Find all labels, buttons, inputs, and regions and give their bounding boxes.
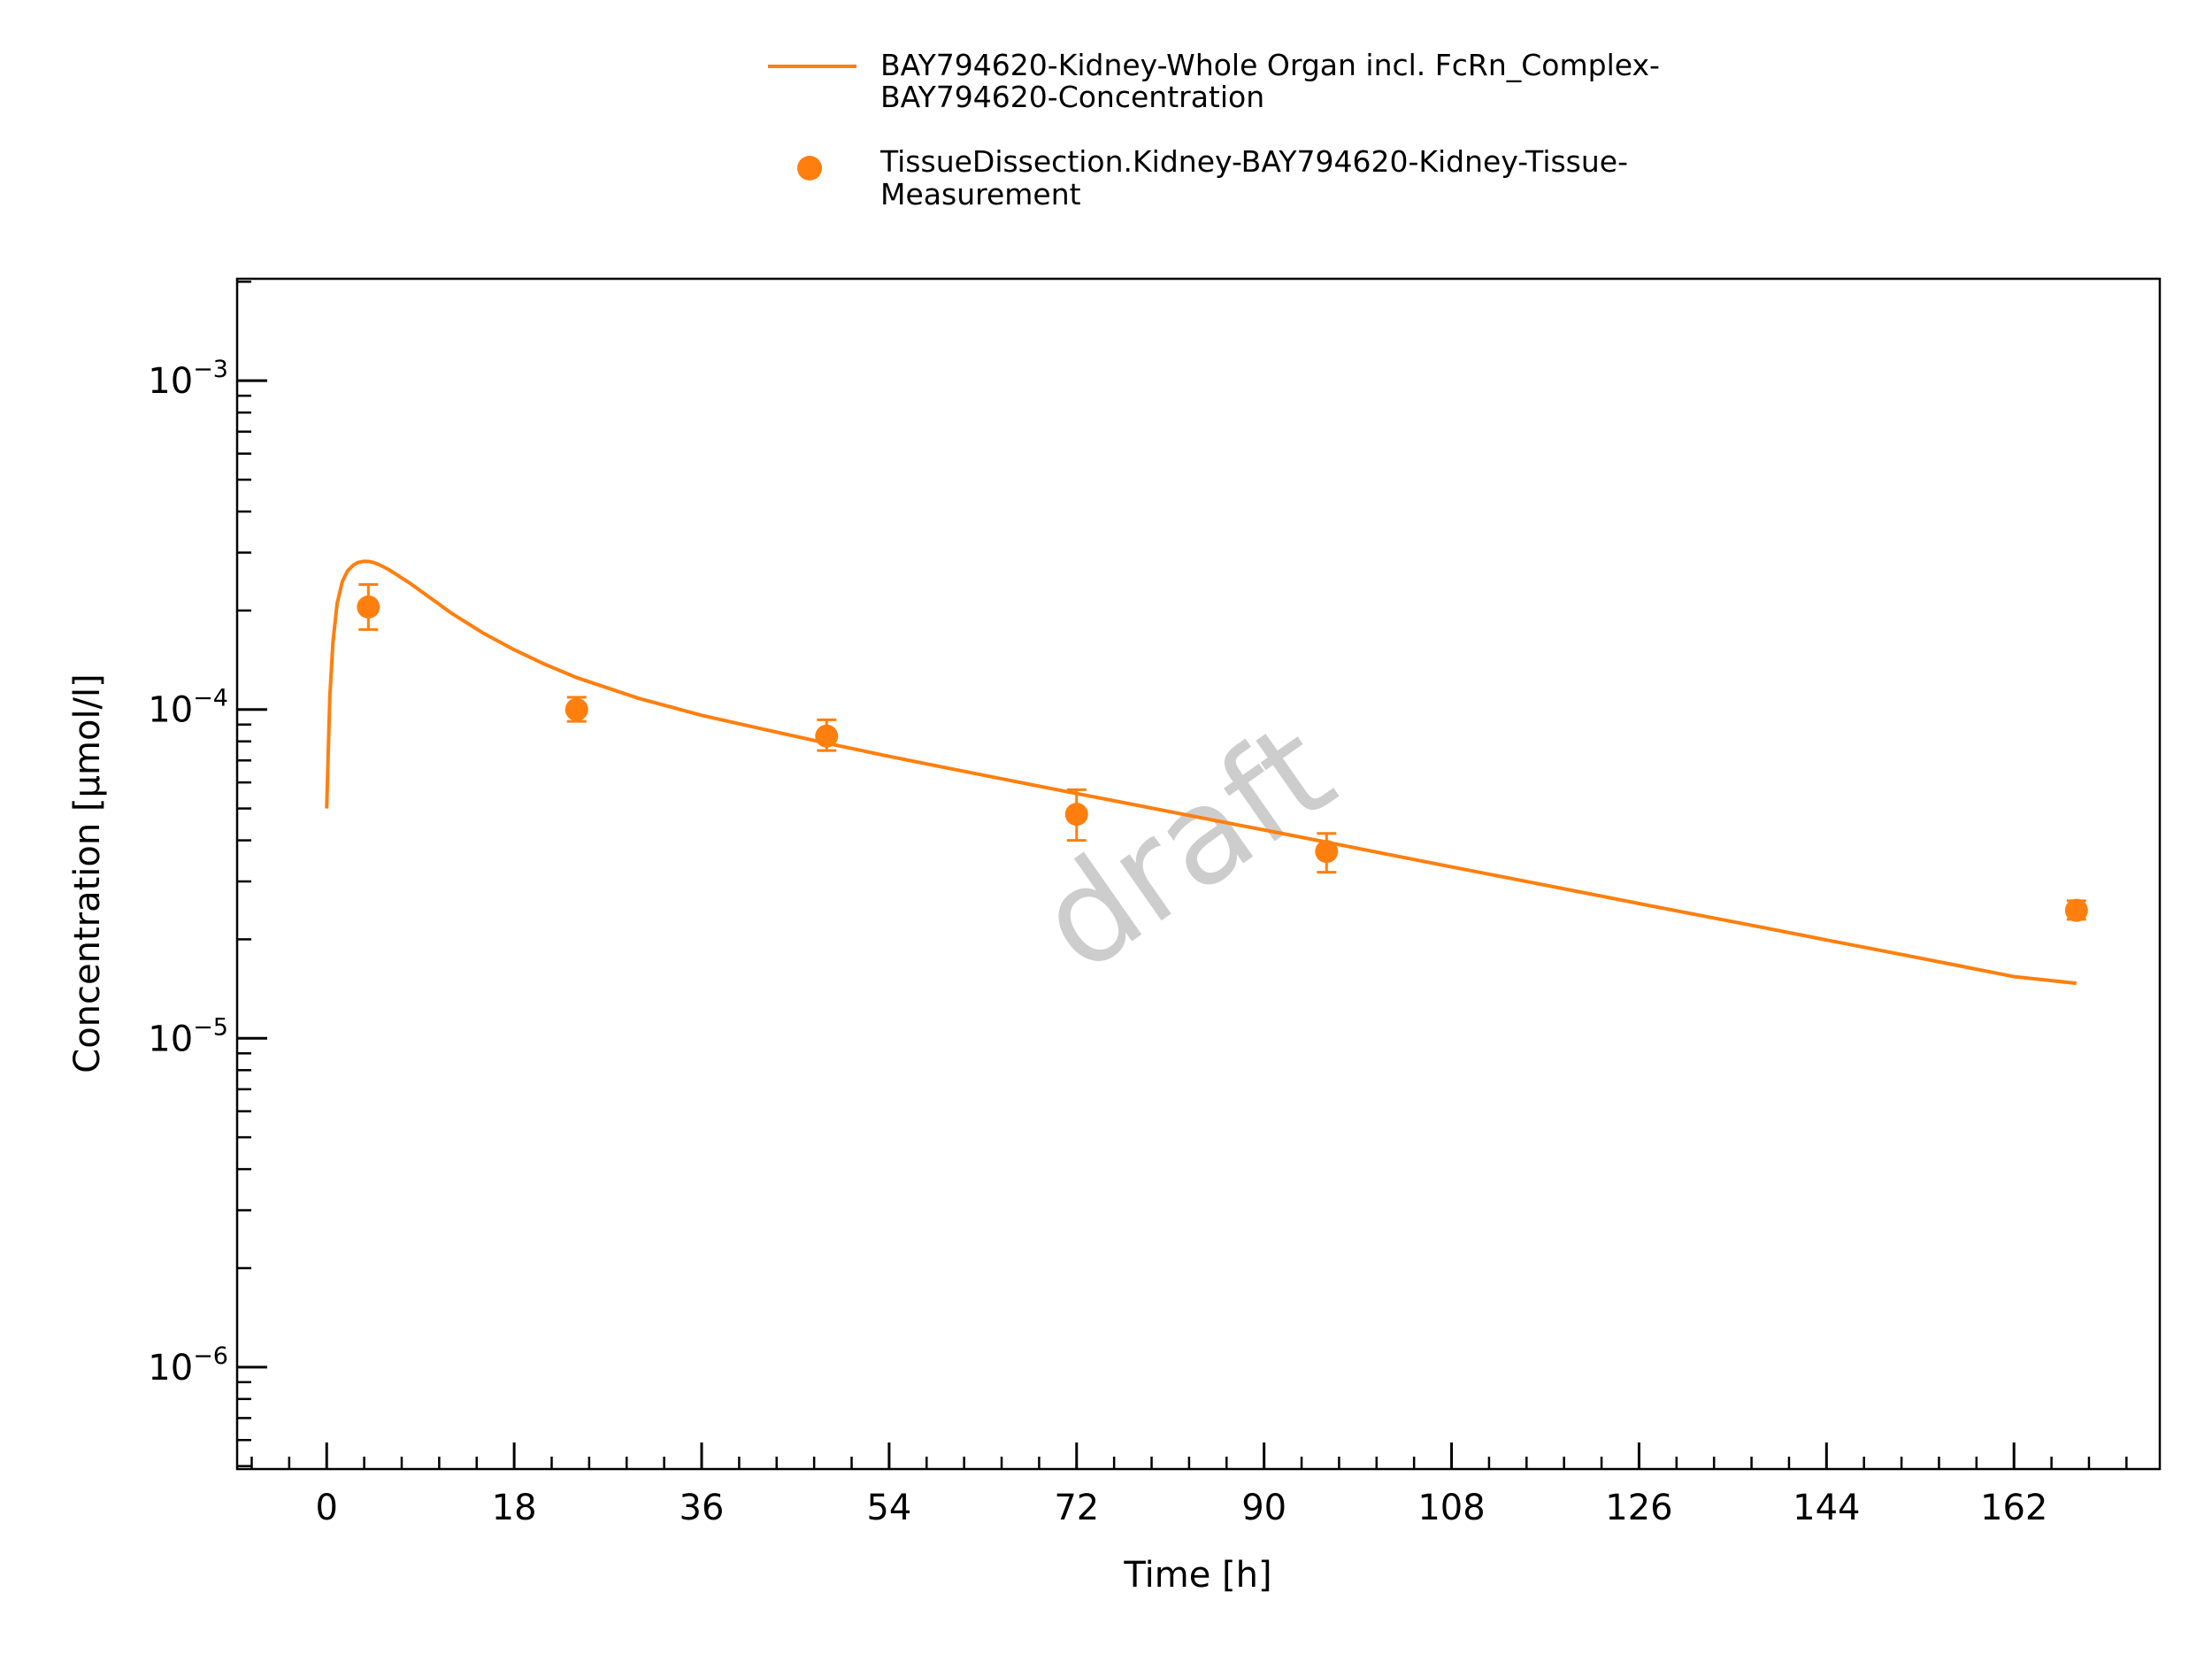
legend-marker-swatch xyxy=(797,156,822,181)
y-tick-label: 10−4 xyxy=(148,685,228,731)
measurement-point xyxy=(2064,898,2088,922)
measurement-point xyxy=(1064,803,1088,827)
x-tick-label: 126 xyxy=(1605,1488,1672,1528)
measurement-point xyxy=(1315,840,1339,864)
measurement-point xyxy=(815,724,839,748)
x-tick-label: 72 xyxy=(1054,1488,1099,1528)
x-tick-label: 144 xyxy=(1793,1488,1860,1528)
y-axis: 10−3 10−4 10−5 10−6 xyxy=(148,281,267,1467)
measurement-point xyxy=(565,697,588,721)
x-axis: 0 18 36 54 72 90 108 126 144 162 xyxy=(250,1442,2128,1528)
x-tick-label: 54 xyxy=(866,1488,911,1528)
x-tick-label: 0 xyxy=(316,1488,338,1528)
y-tick-label: 10−3 xyxy=(148,356,228,402)
legend-line-label-2: BAY794620-Concentration xyxy=(880,80,1264,114)
plot-area xyxy=(235,277,2162,1471)
y-tick-label: 10−6 xyxy=(148,1342,228,1389)
simulation-line xyxy=(325,559,2078,986)
x-axis-title: Time [h] xyxy=(1123,1555,1271,1596)
x-tick-label: 18 xyxy=(492,1488,537,1528)
legend-line-label-1: BAY794620-Kidney-Whole Organ incl. FcRn_… xyxy=(880,48,1660,82)
measurement-point xyxy=(357,595,380,619)
y-axis-title: Concentration [µmol/l] xyxy=(67,673,108,1073)
legend: BAY794620-Kidney-Whole Organ incl. FcRn_… xyxy=(768,48,1660,212)
series-layer xyxy=(325,559,2088,986)
y-tick-label: 10−5 xyxy=(148,1013,228,1059)
legend-marker-label-2: Measurement xyxy=(880,177,1081,212)
draft-watermark: draft xyxy=(1012,694,1360,1002)
legend-marker-label-1: TissueDissection.Kidney-BAY794620-Kidney… xyxy=(879,144,1628,179)
x-tick-label: 162 xyxy=(1980,1488,2047,1528)
x-tick-label: 90 xyxy=(1241,1488,1286,1528)
x-tick-label: 36 xyxy=(680,1488,725,1528)
x-tick-label: 108 xyxy=(1417,1488,1485,1528)
